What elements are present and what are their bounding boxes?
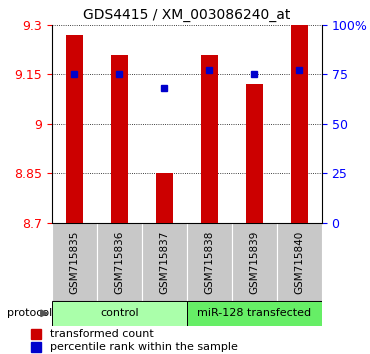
Bar	[291, 25, 308, 223]
Bar	[277, 223, 322, 301]
Bar	[201, 55, 218, 223]
Bar	[156, 173, 173, 223]
Bar	[52, 301, 187, 326]
Bar	[142, 223, 187, 301]
Bar	[232, 223, 277, 301]
Bar	[111, 55, 128, 223]
Bar	[52, 223, 97, 301]
Bar	[187, 301, 322, 326]
Bar	[246, 84, 263, 223]
Text: GSM715838: GSM715838	[204, 230, 214, 294]
Title: GDS4415 / XM_003086240_at: GDS4415 / XM_003086240_at	[83, 8, 290, 22]
Text: miR-128 transfected: miR-128 transfected	[197, 308, 312, 318]
Text: GSM715835: GSM715835	[69, 230, 79, 294]
Text: GSM715836: GSM715836	[114, 230, 124, 294]
Text: percentile rank within the sample: percentile rank within the sample	[50, 342, 238, 352]
Text: GSM715837: GSM715837	[159, 230, 169, 294]
Bar	[187, 223, 232, 301]
Bar	[97, 223, 142, 301]
Text: protocol: protocol	[7, 308, 52, 318]
Text: GSM715839: GSM715839	[249, 230, 259, 294]
Bar	[66, 35, 83, 223]
Text: GSM715840: GSM715840	[295, 230, 305, 293]
Text: control: control	[100, 308, 139, 318]
Text: transformed count: transformed count	[50, 329, 154, 339]
